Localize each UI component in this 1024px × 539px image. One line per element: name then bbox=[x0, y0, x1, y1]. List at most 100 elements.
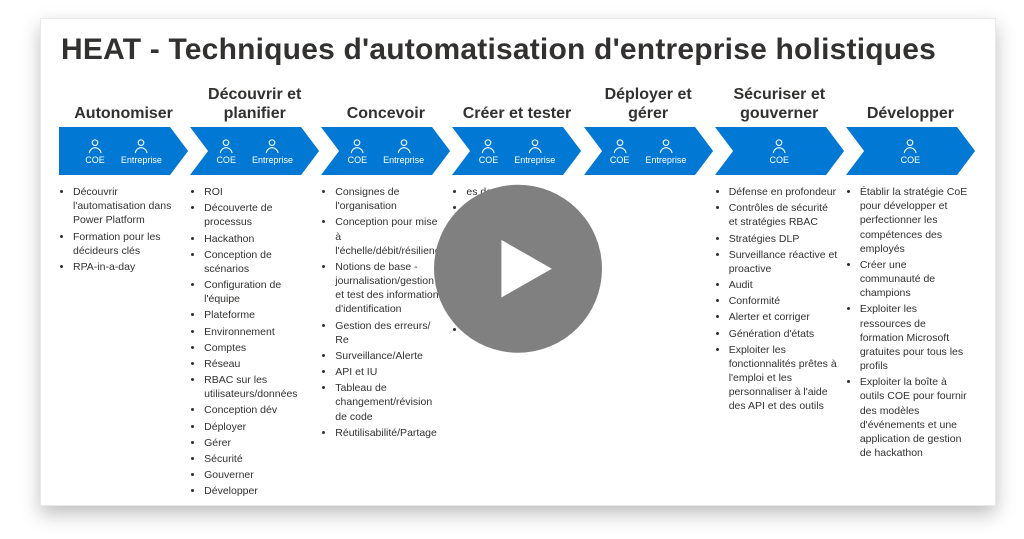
list-item: Surveillance/Alerte bbox=[335, 349, 444, 363]
person-icon bbox=[133, 138, 149, 154]
list-item: API et IU bbox=[335, 365, 444, 379]
role-label: COE bbox=[610, 155, 630, 165]
stage-header: Créer et tester bbox=[452, 81, 581, 127]
stage-chevron: COE Entreprise bbox=[190, 127, 319, 175]
list-item: ROI bbox=[204, 185, 313, 199]
role-label: Entreprise bbox=[514, 155, 555, 165]
stage-chevron: COE Entreprise bbox=[584, 127, 713, 175]
list-item: Audit bbox=[729, 278, 838, 292]
role-label: COE bbox=[901, 155, 921, 165]
role-label: Entreprise bbox=[383, 155, 424, 165]
stage-header: Autonomiser bbox=[59, 81, 188, 127]
person-icon bbox=[396, 138, 412, 154]
list-item: Découvrir l'automatisation dans Power Pl… bbox=[73, 185, 182, 228]
stage-header: Déployer et gérer bbox=[584, 81, 713, 127]
list-item: Réutilisabilité/Partage bbox=[335, 426, 444, 440]
role-label: COE bbox=[216, 155, 236, 165]
stage-items: Défense en profondeur Contrôles de sécuri… bbox=[715, 185, 840, 414]
list-item: Hackathon bbox=[204, 232, 313, 246]
list-item: Conception dév bbox=[204, 403, 313, 417]
list-item: Surveillance réactive et proactive bbox=[729, 248, 838, 276]
list-item: Découverte de processus bbox=[204, 201, 313, 229]
role-label: Entreprise bbox=[252, 155, 293, 165]
list-item: Défense en profondeur bbox=[729, 185, 838, 199]
list-item: Établir la stratégie CoE pour développer… bbox=[860, 185, 969, 256]
stage-items: Établir la stratégie CoE pour développer… bbox=[846, 185, 971, 460]
role-label: COE bbox=[348, 155, 368, 165]
list-item: Notions de base - journalisation/gestion… bbox=[335, 260, 444, 317]
role-coe: COE bbox=[479, 138, 499, 165]
stage-header: Concevoir bbox=[321, 81, 450, 127]
role-enterprise: Entreprise bbox=[252, 138, 293, 165]
list-item: Conformité bbox=[729, 294, 838, 308]
list-item: Génération d'états bbox=[729, 327, 838, 341]
person-icon bbox=[349, 138, 365, 154]
role-label: COE bbox=[770, 155, 790, 165]
list-item: Contrôles de sécurité et stratégies RBAC bbox=[729, 201, 838, 229]
stage-chevron: COE Entreprise bbox=[452, 127, 581, 175]
stage-column: Sécuriser et gouverner COE Défense en prof… bbox=[715, 81, 844, 500]
stage-column: Découvrir et planifier COE Entreprise ROI Dé… bbox=[190, 81, 319, 500]
stage-column: Autonomiser COE Entreprise Découvrir l'auto… bbox=[59, 81, 188, 500]
person-icon bbox=[264, 138, 280, 154]
role-coe: COE bbox=[348, 138, 368, 165]
person-icon bbox=[902, 138, 918, 154]
list-item: Créer une communauté de champions bbox=[860, 258, 969, 301]
person-icon bbox=[527, 138, 543, 154]
list-item: Conception pour mise à l'échelle/débit/r… bbox=[335, 215, 444, 258]
stage-chevron: COE bbox=[715, 127, 844, 175]
stage-column: Développer COE Établir la stratégie CoE po… bbox=[846, 81, 975, 500]
list-item: Stratégies DLP bbox=[729, 232, 838, 246]
person-icon bbox=[218, 138, 234, 154]
person-icon bbox=[771, 138, 787, 154]
role-enterprise: Entreprise bbox=[645, 138, 686, 165]
role-enterprise: Entreprise bbox=[383, 138, 424, 165]
person-icon bbox=[87, 138, 103, 154]
list-item: RBAC sur les utilisateurs/données bbox=[204, 373, 313, 401]
list-item: Réseau bbox=[204, 357, 313, 371]
stage-items: ROI Découverte de processus Hackathon Conce… bbox=[190, 185, 315, 498]
role-enterprise: Entreprise bbox=[121, 138, 162, 165]
role-label: Entreprise bbox=[121, 155, 162, 165]
list-item: Formation pour les décideurs clés bbox=[73, 230, 182, 258]
role-coe: COE bbox=[610, 138, 630, 165]
list-item: Développer bbox=[204, 484, 313, 498]
play-button[interactable] bbox=[434, 185, 602, 353]
list-item: Sécurité bbox=[204, 452, 313, 466]
person-icon bbox=[480, 138, 496, 154]
play-icon bbox=[487, 233, 559, 305]
stage-items: Consignes de l'organisationConception po… bbox=[321, 185, 446, 440]
list-item: Exploiter les ressources de formation Mi… bbox=[860, 302, 969, 373]
list-item: Tableau de changement/révision de code bbox=[335, 381, 444, 424]
page-title: HEAT - Techniques d'automatisation d'ent… bbox=[61, 33, 977, 67]
list-item: Exploiter les fonctionnalités prêtes à l… bbox=[729, 343, 838, 414]
list-item: Exploiter la boîte à outils COE pour fou… bbox=[860, 375, 969, 460]
role-coe: COE bbox=[216, 138, 236, 165]
role-coe: COE bbox=[770, 138, 790, 165]
list-item: Déployer bbox=[204, 420, 313, 434]
list-item: Gestion des erreurs/ Re bbox=[335, 319, 444, 347]
list-item: Gérer bbox=[204, 436, 313, 450]
list-item: RPA-in-a-day bbox=[73, 260, 182, 274]
list-item: Conception de scénarios bbox=[204, 248, 313, 276]
stage-chevron: COE Entreprise bbox=[59, 127, 188, 175]
slide-container: HEAT - Techniques d'automatisation d'ent… bbox=[40, 18, 996, 506]
role-label: Entreprise bbox=[645, 155, 686, 165]
role-label: COE bbox=[85, 155, 105, 165]
list-item: Plateforme bbox=[204, 308, 313, 322]
stage-column: Concevoir COE Entreprise Consignes de l'org… bbox=[321, 81, 450, 500]
list-item: Alerter et corriger bbox=[729, 310, 838, 324]
stage-chevron: COE bbox=[846, 127, 975, 175]
stage-header: Sécuriser et gouverner bbox=[715, 81, 844, 127]
role-enterprise: Entreprise bbox=[514, 138, 555, 165]
role-coe: COE bbox=[85, 138, 105, 165]
stage-header: Développer bbox=[846, 81, 975, 127]
list-item: Gouverner bbox=[204, 468, 313, 482]
stage-header: Découvrir et planifier bbox=[190, 81, 319, 127]
list-item: Consignes de l'organisation bbox=[335, 185, 444, 213]
person-icon bbox=[658, 138, 674, 154]
person-icon bbox=[612, 138, 628, 154]
list-item: Comptes bbox=[204, 341, 313, 355]
role-coe: COE bbox=[901, 138, 921, 165]
role-label: COE bbox=[479, 155, 499, 165]
